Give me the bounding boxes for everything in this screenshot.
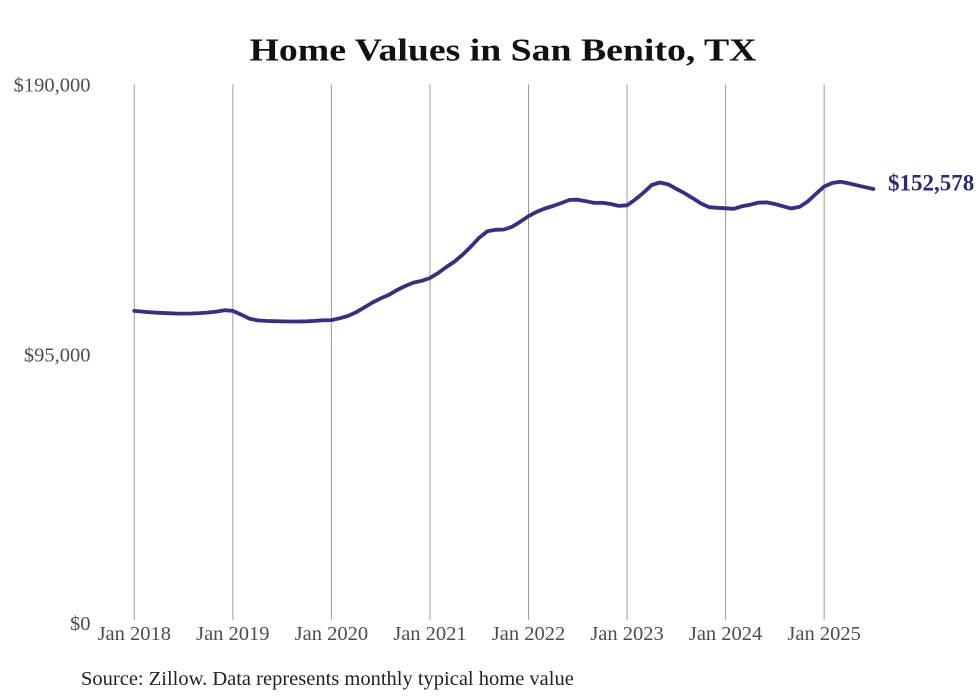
svg-text:$0: $0 — [70, 613, 91, 635]
svg-text:$190,000: $190,000 — [14, 75, 91, 97]
svg-text:Home Values in San Benito, TX: Home Values in San Benito, TX — [250, 32, 757, 68]
svg-text:Jan 2025: Jan 2025 — [787, 623, 860, 645]
svg-text:$152,578: $152,578 — [888, 171, 974, 196]
svg-text:Jan 2018: Jan 2018 — [98, 623, 171, 645]
svg-text:Jan 2020: Jan 2020 — [295, 623, 368, 645]
svg-text:Jan 2023: Jan 2023 — [590, 623, 663, 645]
svg-text:$95,000: $95,000 — [24, 344, 91, 366]
svg-text:Jan 2022: Jan 2022 — [492, 623, 565, 645]
svg-text:Jan 2019: Jan 2019 — [196, 623, 269, 645]
svg-text:Jan 2021: Jan 2021 — [393, 623, 466, 645]
svg-text:Jan 2024: Jan 2024 — [689, 623, 762, 645]
svg-text:Source: Zillow. Data represent: Source: Zillow. Data represents monthly … — [81, 668, 574, 690]
